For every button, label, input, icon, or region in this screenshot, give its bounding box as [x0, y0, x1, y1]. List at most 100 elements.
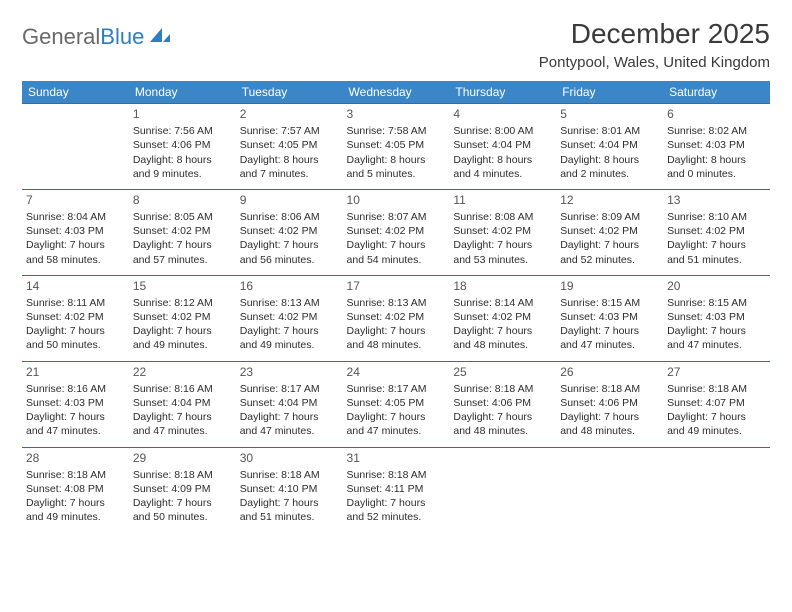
sunrise-line: Sunrise: 8:17 AM [240, 382, 339, 396]
daylight-line: Daylight: 7 hours and 50 minutes. [26, 324, 125, 352]
daylight-line: Daylight: 7 hours and 48 minutes. [453, 324, 552, 352]
sunset-line: Sunset: 4:05 PM [240, 138, 339, 152]
day-number: 3 [347, 106, 446, 122]
sunset-line: Sunset: 4:02 PM [347, 310, 446, 324]
daylight-line: Daylight: 7 hours and 47 minutes. [26, 410, 125, 438]
day-number: 26 [560, 364, 659, 380]
sunrise-line: Sunrise: 8:01 AM [560, 124, 659, 138]
calendar-day-cell: 17Sunrise: 8:13 AMSunset: 4:02 PMDayligh… [343, 275, 450, 361]
calendar-day-cell: 28Sunrise: 8:18 AMSunset: 4:08 PMDayligh… [22, 447, 129, 532]
sunrise-line: Sunrise: 8:18 AM [26, 468, 125, 482]
sunrise-line: Sunrise: 7:57 AM [240, 124, 339, 138]
sunset-line: Sunset: 4:02 PM [26, 310, 125, 324]
day-number: 4 [453, 106, 552, 122]
calendar-day-cell: 8Sunrise: 8:05 AMSunset: 4:02 PMDaylight… [129, 189, 236, 275]
day-number: 19 [560, 278, 659, 294]
day-number: 27 [667, 364, 766, 380]
weekday-header: Monday [129, 81, 236, 104]
calendar-day-cell: 29Sunrise: 8:18 AMSunset: 4:09 PMDayligh… [129, 447, 236, 532]
sunset-line: Sunset: 4:07 PM [667, 396, 766, 410]
day-number: 14 [26, 278, 125, 294]
calendar-day-cell: 5Sunrise: 8:01 AMSunset: 4:04 PMDaylight… [556, 104, 663, 190]
sunrise-line: Sunrise: 8:13 AM [347, 296, 446, 310]
day-number: 30 [240, 450, 339, 466]
sunset-line: Sunset: 4:02 PM [240, 224, 339, 238]
calendar-week-row: 14Sunrise: 8:11 AMSunset: 4:02 PMDayligh… [22, 275, 770, 361]
day-number: 18 [453, 278, 552, 294]
daylight-line: Daylight: 7 hours and 54 minutes. [347, 238, 446, 266]
logo-text-general: General [22, 24, 100, 50]
daylight-line: Daylight: 7 hours and 58 minutes. [26, 238, 125, 266]
daylight-line: Daylight: 7 hours and 50 minutes. [133, 496, 232, 524]
calendar-day-cell: 26Sunrise: 8:18 AMSunset: 4:06 PMDayligh… [556, 361, 663, 447]
calendar-day-cell: 25Sunrise: 8:18 AMSunset: 4:06 PMDayligh… [449, 361, 556, 447]
calendar-day-cell: 10Sunrise: 8:07 AMSunset: 4:02 PMDayligh… [343, 189, 450, 275]
sunrise-line: Sunrise: 8:18 AM [347, 468, 446, 482]
calendar-day-cell: 3Sunrise: 7:58 AMSunset: 4:05 PMDaylight… [343, 104, 450, 190]
sunrise-line: Sunrise: 8:12 AM [133, 296, 232, 310]
sunset-line: Sunset: 4:02 PM [667, 224, 766, 238]
daylight-line: Daylight: 7 hours and 47 minutes. [667, 324, 766, 352]
day-number: 13 [667, 192, 766, 208]
weekday-header: Friday [556, 81, 663, 104]
sunset-line: Sunset: 4:02 PM [133, 224, 232, 238]
calendar-week-row: 1Sunrise: 7:56 AMSunset: 4:06 PMDaylight… [22, 104, 770, 190]
location: Pontypool, Wales, United Kingdom [539, 54, 770, 71]
sunrise-line: Sunrise: 8:02 AM [667, 124, 766, 138]
weekday-header: Thursday [449, 81, 556, 104]
sunrise-line: Sunrise: 8:04 AM [26, 210, 125, 224]
day-number: 6 [667, 106, 766, 122]
daylight-line: Daylight: 7 hours and 52 minutes. [347, 496, 446, 524]
sunset-line: Sunset: 4:09 PM [133, 482, 232, 496]
sunrise-line: Sunrise: 8:06 AM [240, 210, 339, 224]
daylight-line: Daylight: 7 hours and 47 minutes. [133, 410, 232, 438]
daylight-line: Daylight: 7 hours and 47 minutes. [240, 410, 339, 438]
sunset-line: Sunset: 4:02 PM [453, 310, 552, 324]
sunrise-line: Sunrise: 8:18 AM [133, 468, 232, 482]
sunrise-line: Sunrise: 8:05 AM [133, 210, 232, 224]
day-number: 7 [26, 192, 125, 208]
daylight-line: Daylight: 7 hours and 47 minutes. [347, 410, 446, 438]
calendar-day-cell: 22Sunrise: 8:16 AMSunset: 4:04 PMDayligh… [129, 361, 236, 447]
sunrise-line: Sunrise: 8:18 AM [453, 382, 552, 396]
sunset-line: Sunset: 4:04 PM [453, 138, 552, 152]
month-title: December 2025 [539, 18, 770, 50]
day-number: 17 [347, 278, 446, 294]
calendar-body: 1Sunrise: 7:56 AMSunset: 4:06 PMDaylight… [22, 104, 770, 533]
calendar-week-row: 28Sunrise: 8:18 AMSunset: 4:08 PMDayligh… [22, 447, 770, 532]
calendar-day-cell: 30Sunrise: 8:18 AMSunset: 4:10 PMDayligh… [236, 447, 343, 532]
daylight-line: Daylight: 7 hours and 49 minutes. [26, 496, 125, 524]
sunrise-line: Sunrise: 8:18 AM [667, 382, 766, 396]
calendar-day-cell: 6Sunrise: 8:02 AMSunset: 4:03 PMDaylight… [663, 104, 770, 190]
sunrise-line: Sunrise: 8:18 AM [560, 382, 659, 396]
sunrise-line: Sunrise: 8:13 AM [240, 296, 339, 310]
day-number: 24 [347, 364, 446, 380]
calendar-day-cell: 12Sunrise: 8:09 AMSunset: 4:02 PMDayligh… [556, 189, 663, 275]
weekday-header: Tuesday [236, 81, 343, 104]
daylight-line: Daylight: 7 hours and 49 minutes. [240, 324, 339, 352]
calendar-day-cell: 15Sunrise: 8:12 AMSunset: 4:02 PMDayligh… [129, 275, 236, 361]
calendar-day-cell [22, 104, 129, 190]
calendar-week-row: 21Sunrise: 8:16 AMSunset: 4:03 PMDayligh… [22, 361, 770, 447]
calendar-day-cell: 23Sunrise: 8:17 AMSunset: 4:04 PMDayligh… [236, 361, 343, 447]
calendar-day-cell: 27Sunrise: 8:18 AMSunset: 4:07 PMDayligh… [663, 361, 770, 447]
daylight-line: Daylight: 7 hours and 47 minutes. [560, 324, 659, 352]
calendar-day-cell: 14Sunrise: 8:11 AMSunset: 4:02 PMDayligh… [22, 275, 129, 361]
day-number: 12 [560, 192, 659, 208]
sunset-line: Sunset: 4:05 PM [347, 138, 446, 152]
calendar-day-cell [663, 447, 770, 532]
weekday-header: Sunday [22, 81, 129, 104]
calendar-week-row: 7Sunrise: 8:04 AMSunset: 4:03 PMDaylight… [22, 189, 770, 275]
title-block: December 2025 Pontypool, Wales, United K… [539, 18, 770, 71]
sunrise-line: Sunrise: 8:16 AM [133, 382, 232, 396]
sunset-line: Sunset: 4:03 PM [560, 310, 659, 324]
calendar-day-cell: 19Sunrise: 8:15 AMSunset: 4:03 PMDayligh… [556, 275, 663, 361]
sunset-line: Sunset: 4:04 PM [560, 138, 659, 152]
calendar-day-cell [556, 447, 663, 532]
day-number: 5 [560, 106, 659, 122]
sunset-line: Sunset: 4:05 PM [347, 396, 446, 410]
calendar-day-cell: 9Sunrise: 8:06 AMSunset: 4:02 PMDaylight… [236, 189, 343, 275]
sunrise-line: Sunrise: 7:58 AM [347, 124, 446, 138]
logo: GeneralBlue [22, 18, 172, 50]
calendar-day-cell [449, 447, 556, 532]
